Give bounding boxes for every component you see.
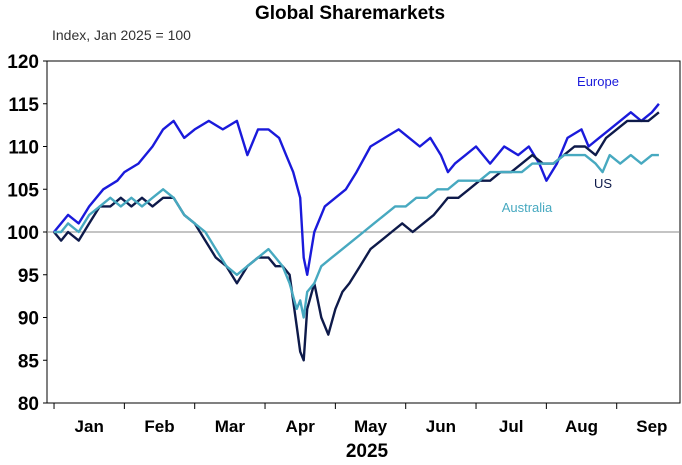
x-tick-label: May xyxy=(354,417,388,436)
x-tick-label: Mar xyxy=(215,417,246,436)
x-tick-label: Sep xyxy=(636,417,667,436)
chart-title: Global Sharemarkets xyxy=(255,3,445,24)
series-label-us: US xyxy=(594,176,612,191)
y-tick-label: 85 xyxy=(18,351,40,372)
y-axis: 80 85 90 95 100 105 110 115 120 xyxy=(7,52,47,415)
y-tick-label: 105 xyxy=(7,180,39,201)
y-tick-label: 90 xyxy=(18,309,39,330)
x-tick-label: Jun xyxy=(426,417,456,436)
series-label-australia: Australia xyxy=(502,200,553,215)
x-tick-label: Aug xyxy=(565,417,598,436)
chart-subtitle: Index, Jan 2025 = 100 xyxy=(52,27,191,43)
y-tick-label: 95 xyxy=(18,266,40,287)
x-tick-label: Apr xyxy=(286,417,316,436)
y-tick-label: 120 xyxy=(7,52,39,73)
x-axis: Jan Feb Mar Apr May Jun Jul Aug Sep xyxy=(53,403,667,436)
x-tick-label: Feb xyxy=(144,417,174,436)
x-tick-label: Jul xyxy=(499,417,524,436)
series-line-europe xyxy=(53,103,660,276)
x-axis-label: 2025 xyxy=(346,441,389,462)
series-label-europe: Europe xyxy=(577,74,619,89)
y-tick-label: 80 xyxy=(18,394,39,415)
series-line-australia xyxy=(54,153,659,319)
y-tick-label: 115 xyxy=(8,95,39,116)
series-layer xyxy=(53,103,660,362)
y-tick-label: 100 xyxy=(7,223,39,244)
y-tick-label: 110 xyxy=(8,138,39,159)
x-tick-label: Jan xyxy=(75,417,104,436)
